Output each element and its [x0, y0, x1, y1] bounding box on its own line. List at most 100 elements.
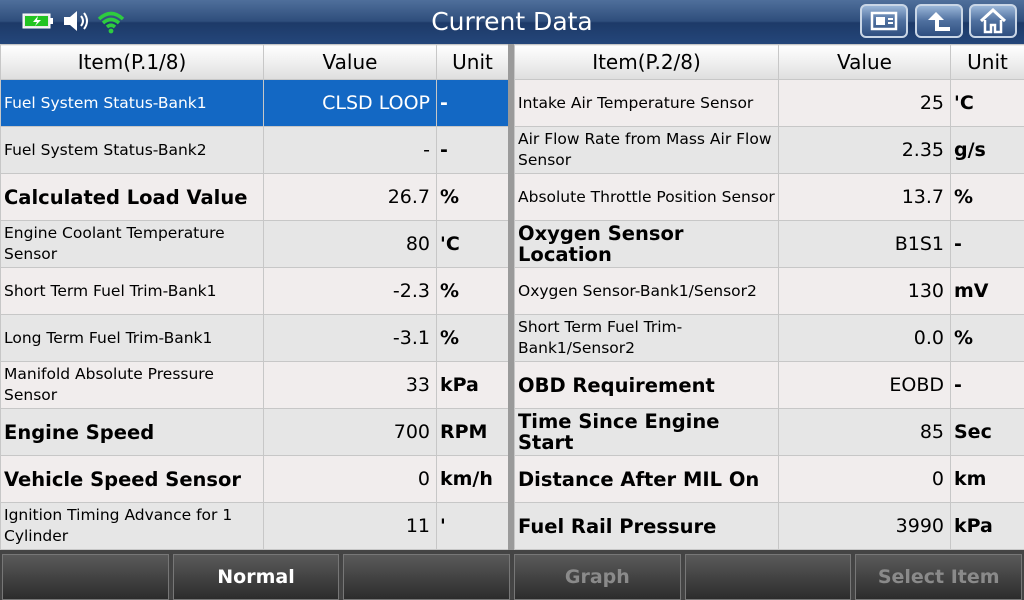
value-cell: 0	[778, 455, 951, 503]
table-row[interactable]: Engine Speed 700 RPM	[0, 408, 509, 456]
value-cell: 11	[263, 502, 437, 550]
item-cell: Air Flow Rate from Mass Air Flow Sensor	[514, 126, 779, 174]
value-cell: 80	[263, 220, 437, 268]
select-item-button[interactable]: Select Item	[855, 554, 1023, 600]
table-row[interactable]: OBD Requirement EOBD -	[514, 361, 1024, 409]
unit-cell: -	[950, 361, 1024, 409]
value-column-header: Value	[778, 44, 951, 80]
unit-cell: km/h	[436, 455, 509, 503]
value-column-header: Value	[263, 44, 437, 80]
unit-cell: km	[950, 455, 1024, 503]
table-row[interactable]: Manifold Absolute Pressure Sensor 33 kPa	[0, 361, 509, 409]
value-cell: 33	[263, 361, 437, 409]
unit-cell: kPa	[436, 361, 509, 409]
unit-cell: '	[436, 502, 509, 550]
unit-cell: -	[436, 79, 509, 127]
value-cell: -2.3	[263, 267, 437, 315]
item-cell: Short Term Fuel Trim-Bank1/Sensor2	[514, 314, 779, 362]
unit-column-header: Unit	[950, 44, 1024, 80]
table-row[interactable]: Intake Air Temperature Sensor 25 'C	[514, 79, 1024, 127]
back-button[interactable]	[915, 4, 963, 38]
left-data-table: Item(P.1/8) Value Unit Fuel System Statu…	[0, 44, 509, 550]
capture-button[interactable]	[860, 4, 908, 38]
item-cell: Vehicle Speed Sensor	[0, 455, 264, 503]
unit-cell: %	[436, 314, 509, 362]
unit-cell: g/s	[950, 126, 1024, 174]
item-cell: Engine Speed	[0, 408, 264, 456]
item-cell: Manifold Absolute Pressure Sensor	[0, 361, 264, 409]
unit-cell: %	[436, 267, 509, 315]
value-cell: 700	[263, 408, 437, 456]
unit-cell: mV	[950, 267, 1024, 315]
item-cell: Fuel System Status-Bank1	[0, 79, 264, 127]
graph-button[interactable]: Graph	[514, 554, 681, 600]
unit-cell: kPa	[950, 502, 1024, 550]
table-row[interactable]: Air Flow Rate from Mass Air Flow Sensor 2…	[514, 126, 1024, 174]
wifi-icon	[97, 11, 125, 34]
table-row[interactable]: Distance After MIL On 0 km	[514, 455, 1024, 503]
table-row[interactable]: Oxygen Sensor Location B1S1-	[514, 220, 1024, 268]
item-cell: Absolute Throttle Position Sensor	[514, 173, 779, 221]
value-cell: 0	[263, 455, 437, 503]
item-cell: Intake Air Temperature Sensor	[514, 79, 779, 127]
empty-4-button[interactable]	[684, 554, 852, 600]
item-cell: Distance After MIL On	[514, 455, 779, 503]
table-row[interactable]: Calculated Load Value 26.7%	[0, 173, 509, 221]
value-cell: CLSD LOOP	[263, 79, 437, 127]
value-cell: 3990	[778, 502, 951, 550]
value-cell: 26.7	[263, 173, 437, 221]
page-title: Current Data	[431, 7, 593, 36]
empty-2-button[interactable]	[343, 554, 511, 600]
speaker-icon[interactable]	[62, 9, 92, 33]
table-row[interactable]: Engine Coolant Temperature Sensor 80 'C	[0, 220, 509, 268]
status-icons	[22, 8, 126, 34]
table-row[interactable]: Fuel System Status-Bank1 CLSD LOOP -	[0, 79, 509, 127]
unit-cell: %	[950, 314, 1024, 362]
unit-cell: Sec	[950, 408, 1024, 456]
item-cell: Ignition Timing Advance for 1 Cylinder	[0, 502, 264, 550]
item-cell: Fuel Rail Pressure	[514, 502, 779, 550]
value-cell: 25	[778, 79, 951, 127]
item-cell: OBD Requirement	[514, 361, 779, 409]
item-cell: Time Since Engine Start	[514, 408, 779, 456]
item-cell: Oxygen Sensor-Bank1/Sensor2	[514, 267, 779, 315]
table-row[interactable]: Short Term Fuel Trim-Bank1/Sensor2 0.0%	[514, 314, 1024, 362]
value-cell: 130	[778, 267, 951, 315]
table-row[interactable]: Absolute Throttle Position Sensor 13.7%	[514, 173, 1024, 221]
table-row[interactable]: Ignition Timing Advance for 1 Cylinder 11…	[0, 502, 509, 550]
unit-cell: 'C	[436, 220, 509, 268]
panel-divider	[508, 44, 514, 550]
item-column-header: Item(P.2/8)	[514, 44, 779, 80]
value-cell: 0.0	[778, 314, 951, 362]
title-bar: Current Data	[0, 0, 1024, 44]
value-cell: 2.35	[778, 126, 951, 174]
table-row[interactable]: Time Since Engine Start 85 Sec	[514, 408, 1024, 456]
item-cell: Long Term Fuel Trim-Bank1	[0, 314, 264, 362]
item-cell: Calculated Load Value	[0, 173, 264, 221]
camera-icon	[870, 11, 898, 31]
value-cell: 85	[778, 408, 951, 456]
value-cell: B1S1	[778, 220, 951, 268]
bottom-toolbar: Normal Graph Select Item	[0, 550, 1024, 600]
unit-cell: %	[950, 173, 1024, 221]
back-arrow-icon	[928, 12, 950, 31]
table-row[interactable]: Short Term Fuel Trim-Bank1 -2.3%	[0, 267, 509, 315]
value-cell: -	[263, 126, 437, 174]
item-cell: Oxygen Sensor Location	[514, 220, 779, 268]
value-cell: EOBD	[778, 361, 951, 409]
value-cell: 13.7	[778, 173, 951, 221]
value-cell: -3.1	[263, 314, 437, 362]
unit-cell: -	[436, 126, 509, 174]
unit-column-header: Unit	[436, 44, 509, 80]
empty-0-button[interactable]	[2, 554, 169, 600]
battery-icon	[22, 13, 53, 29]
table-row[interactable]: Fuel System Status-Bank2- -	[0, 126, 509, 174]
unit-cell: RPM	[436, 408, 509, 456]
home-button[interactable]	[969, 4, 1017, 38]
table-row[interactable]: Oxygen Sensor-Bank1/Sensor2 130 mV	[514, 267, 1024, 315]
right-data-table: Item(P.2/8) Value Unit Intake Air Temper…	[514, 44, 1024, 550]
table-row[interactable]: Vehicle Speed Sensor 0 km/h	[0, 455, 509, 503]
table-row[interactable]: Long Term Fuel Trim-Bank1 -3.1%	[0, 314, 509, 362]
table-row[interactable]: Fuel Rail Pressure 3990 kPa	[514, 502, 1024, 550]
normal-button[interactable]: Normal	[172, 554, 340, 600]
